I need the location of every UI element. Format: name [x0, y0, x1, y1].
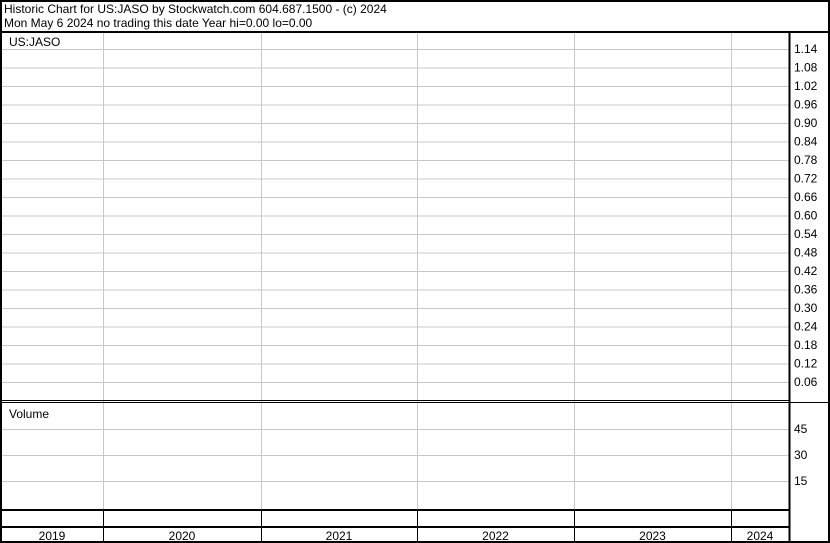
year-label: 2019 — [39, 529, 66, 543]
year-label: 2023 — [639, 529, 666, 543]
price-tick-label: 0.48 — [794, 246, 818, 260]
price-tick-label: 0.90 — [794, 116, 818, 130]
year-label: 2021 — [326, 529, 353, 543]
price-tick-label: 0.30 — [794, 301, 818, 315]
volume-tick-label: 15 — [794, 474, 808, 488]
price-tick-label: 1.14 — [794, 42, 818, 56]
price-tick-label: 0.36 — [794, 283, 818, 297]
price-tick-label: 1.02 — [794, 79, 818, 93]
price-tick-label: 0.84 — [794, 135, 818, 149]
price-tick-label: 0.18 — [794, 338, 818, 352]
price-tick-label: 0.66 — [794, 190, 818, 204]
price-tick-label: 0.06 — [794, 375, 818, 389]
price-tick-label: 0.42 — [794, 264, 818, 278]
price-chart-title: US:JASO — [9, 35, 60, 49]
volume-chart-title: Volume — [9, 407, 49, 421]
price-tick-label: 0.60 — [794, 209, 818, 223]
price-tick-label: 1.08 — [794, 61, 818, 75]
price-tick-label: 0.54 — [794, 227, 818, 241]
price-tick-label: 0.96 — [794, 98, 818, 112]
volume-tick-label: 30 — [794, 448, 808, 462]
year-label: 2024 — [747, 529, 774, 543]
price-tick-label: 0.72 — [794, 172, 818, 186]
volume-tick-label: 45 — [794, 422, 808, 436]
price-tick-label: 0.12 — [794, 357, 818, 371]
price-tick-label: 0.78 — [794, 153, 818, 167]
header-title: Historic Chart for US:JASO by Stockwatch… — [4, 2, 387, 16]
header-subtitle: Mon May 6 2024 no trading this date Year… — [4, 16, 313, 30]
year-label: 2020 — [169, 529, 196, 543]
year-label: 2022 — [482, 529, 509, 543]
price-tick-label: 0.24 — [794, 320, 818, 334]
